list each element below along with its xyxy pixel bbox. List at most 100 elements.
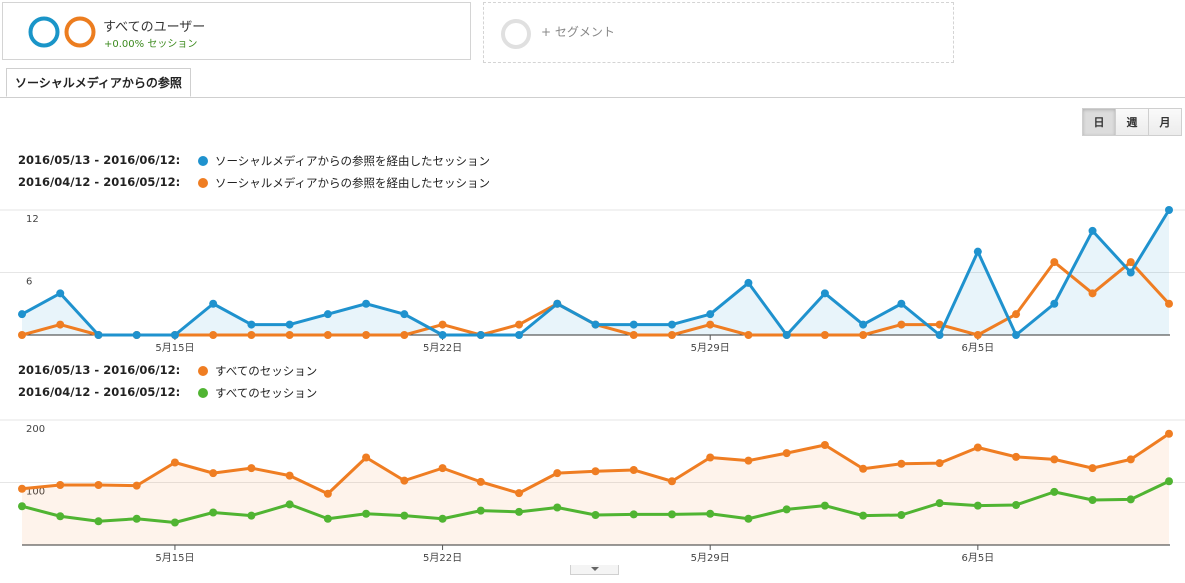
legend-series-name[interactable]: すべてのセッション (215, 364, 318, 378)
legend-series-name[interactable]: ソーシャルメディアからの参照を経由したセッション (215, 154, 490, 168)
data-point (515, 489, 524, 498)
x-tick-label: 5月15日 (155, 342, 194, 354)
segment-rings-icon (28, 16, 96, 48)
data-point (1165, 477, 1173, 486)
data-point (782, 331, 791, 339)
data-point (782, 449, 791, 458)
data-point (744, 514, 753, 523)
data-point (438, 320, 447, 329)
legend-dot (198, 156, 208, 166)
segment-title: すべてのユーザー (103, 20, 206, 35)
data-point (820, 289, 829, 298)
period-month-button[interactable]: 月 (1148, 108, 1182, 136)
data-point (935, 499, 944, 508)
data-point (1050, 455, 1059, 464)
data-point (515, 331, 524, 339)
data-point (18, 502, 26, 511)
social-sessions-chart[interactable]: 12 6 5月15日 5月22日 5月29日 6月5日 (0, 196, 1185, 356)
segment-subtitle: +0.00% セッション (104, 39, 198, 50)
data-point (247, 511, 256, 520)
data-point (285, 500, 294, 509)
all-sessions-chart[interactable]: 200 100 5月15日 5月22日 5月29日 6月5日 (0, 406, 1185, 566)
data-point (362, 453, 371, 462)
data-point (1012, 452, 1021, 461)
data-point (859, 464, 868, 473)
data-point (438, 514, 447, 523)
data-point (323, 331, 332, 339)
data-point (820, 441, 829, 449)
data-point (1050, 487, 1059, 496)
data-point (553, 299, 562, 308)
data-point (1012, 331, 1021, 339)
data-point (323, 489, 332, 498)
legend-range: 2016/04/12 - 2016/05/12: (18, 175, 181, 189)
chevron-down-icon (591, 567, 599, 571)
data-point (629, 466, 638, 474)
data-point (935, 320, 944, 329)
data-point (362, 331, 371, 339)
data-point (323, 310, 332, 319)
data-point (935, 331, 944, 339)
data-point (629, 510, 638, 519)
data-point (18, 331, 26, 339)
data-point (706, 310, 715, 319)
data-point (897, 459, 906, 468)
x-tick-label: 5月29日 (691, 342, 730, 354)
legend-dot (198, 366, 208, 376)
tab-bar: ソーシャルメディアからの参照 (0, 68, 1185, 98)
data-point (400, 511, 409, 520)
data-point (820, 501, 829, 510)
add-segment-button[interactable]: + セグメント (483, 2, 954, 63)
data-point (1088, 464, 1097, 473)
data-point (400, 310, 409, 319)
data-point (18, 310, 26, 319)
segment-card-all-users[interactable]: すべてのユーザー +0.00% セッション (2, 2, 471, 60)
data-point (591, 511, 600, 519)
data-point (1088, 289, 1097, 298)
period-week-button[interactable]: 週 (1115, 108, 1149, 136)
data-point (935, 459, 944, 468)
tab-social-referral[interactable]: ソーシャルメディアからの参照 (6, 68, 191, 97)
legend-series-name[interactable]: ソーシャルメディアからの参照を経由したセッション (215, 176, 490, 190)
y-tick-label: 200 (26, 424, 45, 435)
data-point (973, 443, 982, 452)
data-point (476, 477, 485, 486)
data-point (285, 471, 294, 480)
expand-chart-handle[interactable] (570, 565, 619, 575)
data-point (1165, 299, 1173, 308)
add-segment-label: + セグメント (541, 25, 615, 39)
data-point (667, 331, 676, 339)
legend-range: 2016/05/13 - 2016/06/12: (18, 153, 181, 167)
period-day-button[interactable]: 日 (1082, 108, 1116, 136)
data-point (323, 514, 332, 523)
data-point (1126, 268, 1135, 277)
data-point (1165, 206, 1173, 214)
data-point (1165, 429, 1173, 438)
x-tick-label: 5月22日 (423, 552, 462, 564)
data-point (667, 477, 676, 486)
data-point (706, 509, 715, 518)
data-point (247, 320, 256, 329)
y-tick-label: 6 (26, 277, 32, 288)
data-point (94, 517, 103, 526)
data-point (285, 320, 294, 329)
data-point (1126, 455, 1135, 464)
legend-range: 2016/04/12 - 2016/05/12: (18, 385, 181, 399)
data-point (1088, 226, 1097, 235)
data-point (209, 331, 218, 339)
data-point (170, 458, 179, 467)
data-point (591, 467, 600, 476)
data-point (56, 320, 65, 329)
data-point (859, 331, 868, 339)
x-tick-label: 6月5日 (961, 342, 994, 354)
series-area (22, 210, 1169, 335)
legend-series-name[interactable]: すべてのセッション (215, 386, 318, 400)
x-tick-label: 5月29日 (691, 552, 730, 564)
data-point (1126, 495, 1135, 504)
data-point (1050, 258, 1059, 267)
data-point (553, 469, 562, 478)
data-point (170, 331, 179, 339)
y-tick-label: 12 (26, 214, 39, 225)
legend-range: 2016/05/13 - 2016/06/12: (18, 363, 181, 377)
data-point (132, 514, 141, 523)
